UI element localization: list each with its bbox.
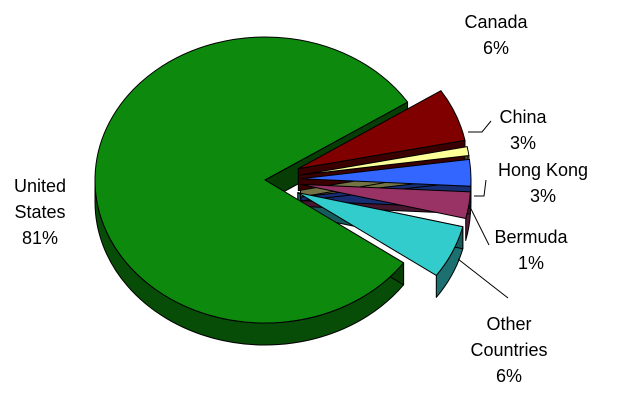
slice-label-hong-kong: Hong Kong 3% [498, 160, 588, 206]
leader-line-china [468, 120, 492, 133]
slice-label-line: Other [486, 314, 531, 334]
slice-label-line: United [14, 176, 66, 196]
pie-slice-united-states [94, 36, 409, 324]
slice-label-line: Hong Kong [498, 160, 588, 180]
leader-line-bermuda [468, 204, 490, 246]
slice-label-other-countries: Other Countries 6% [470, 314, 547, 386]
slice-label-canada: Canada 6% [464, 12, 528, 58]
leader-line-other-countries [457, 258, 509, 299]
slice-label-line: Countries [470, 340, 547, 360]
slice-label-line: States [14, 202, 65, 222]
slice-label-line: 3% [530, 186, 556, 206]
leader-line-hong-kong [474, 179, 487, 197]
slice-labels-layer: United States 81% Canada 6% China 3% Hong Kong 3… [14, 12, 588, 386]
slice-label-china: China 3% [499, 107, 547, 153]
leader-lines-layer [457, 120, 509, 299]
slice-label-line: Canada [464, 12, 528, 32]
slice-label-line: Bermuda [494, 227, 568, 247]
slice-label-line: 6% [483, 38, 509, 58]
pie-slice-hong-kong [300, 158, 472, 187]
slice-label-line: 1% [518, 253, 544, 273]
slice-label-united-states: United States 81% [14, 176, 66, 248]
slice-label-line: 6% [496, 366, 522, 386]
slice-label-line: 81% [22, 228, 58, 248]
pie-slice-bermuda [299, 146, 470, 176]
slice-label-bermuda: Bermuda 1% [494, 227, 568, 273]
slice-tops-layer [94, 36, 472, 324]
slice-label-line: China [499, 107, 547, 127]
pie-slice-other-countries [297, 90, 466, 170]
pie-slice-canada [297, 192, 464, 276]
slice-label-line: 3% [510, 133, 536, 153]
